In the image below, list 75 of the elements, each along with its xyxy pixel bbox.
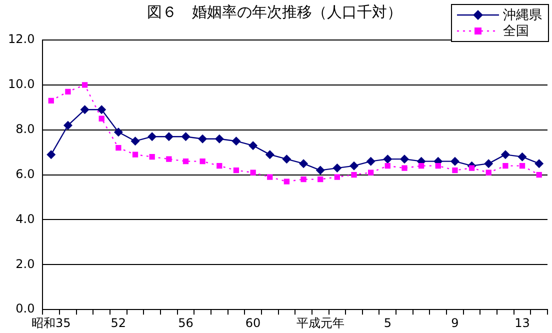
point [402,165,408,171]
point [368,170,374,176]
point [334,174,340,180]
point [80,105,90,114]
point [418,162,424,169]
point [65,88,71,94]
point [351,172,357,178]
point [216,162,222,169]
point [350,161,358,170]
point [536,172,542,178]
point [450,156,460,166]
point [318,176,324,182]
y-tick-label: 2.0 [16,256,35,271]
point [299,159,308,168]
point [214,134,224,144]
x-tick-label: 52 [110,316,126,330]
point [48,98,54,104]
point [519,162,526,169]
point [265,150,274,160]
x-tick-label: 13 [514,316,530,330]
y-tick-label: 8.0 [16,122,35,136]
point [366,156,376,166]
point [82,82,88,88]
point [267,174,273,180]
point [282,154,292,164]
x-tick-label: 5 [384,316,392,330]
point [484,159,494,168]
point [383,154,392,164]
x-tick-label: 60 [245,316,261,330]
point [181,132,190,142]
point [284,178,290,184]
point [316,166,325,175]
point [182,158,189,164]
point [486,170,492,176]
chart-title: 図６ 婚姻率の年次推移（人口千対） [147,2,402,21]
point [148,132,157,142]
point [198,134,208,144]
point [116,145,122,151]
point [166,156,172,162]
point [114,128,123,137]
point [63,120,72,130]
point [300,176,306,182]
point [250,170,256,176]
point [384,162,390,169]
point [233,167,240,174]
y-tick-label: 6.0 [16,166,35,181]
point [502,162,508,169]
point [98,116,104,122]
x-tick-label: 9 [451,316,459,330]
x-tick-label: 昭和35 [31,316,71,330]
point [534,159,544,168]
point [97,105,106,114]
x-tick-label: 56 [178,316,194,330]
point [132,152,138,158]
point [149,154,155,160]
legend-label: 沖縄県 [503,7,542,24]
point [200,158,206,164]
y-tick-label: 4.0 [16,212,35,226]
point [452,167,458,174]
legend-label: 全国 [503,23,529,40]
point [400,154,409,164]
point [232,136,241,146]
point [130,136,140,146]
x-tick-label: 平成元年 [296,316,344,330]
point [435,162,441,169]
point [46,150,56,160]
point [164,132,174,142]
point [248,141,258,150]
point [518,152,527,162]
y-tick-label: 0.0 [16,302,35,316]
point [332,164,342,173]
point [468,165,475,171]
y-tick-label: 12.0 [8,32,35,46]
y-tick-label: 10.0 [8,77,35,92]
point [500,150,510,160]
